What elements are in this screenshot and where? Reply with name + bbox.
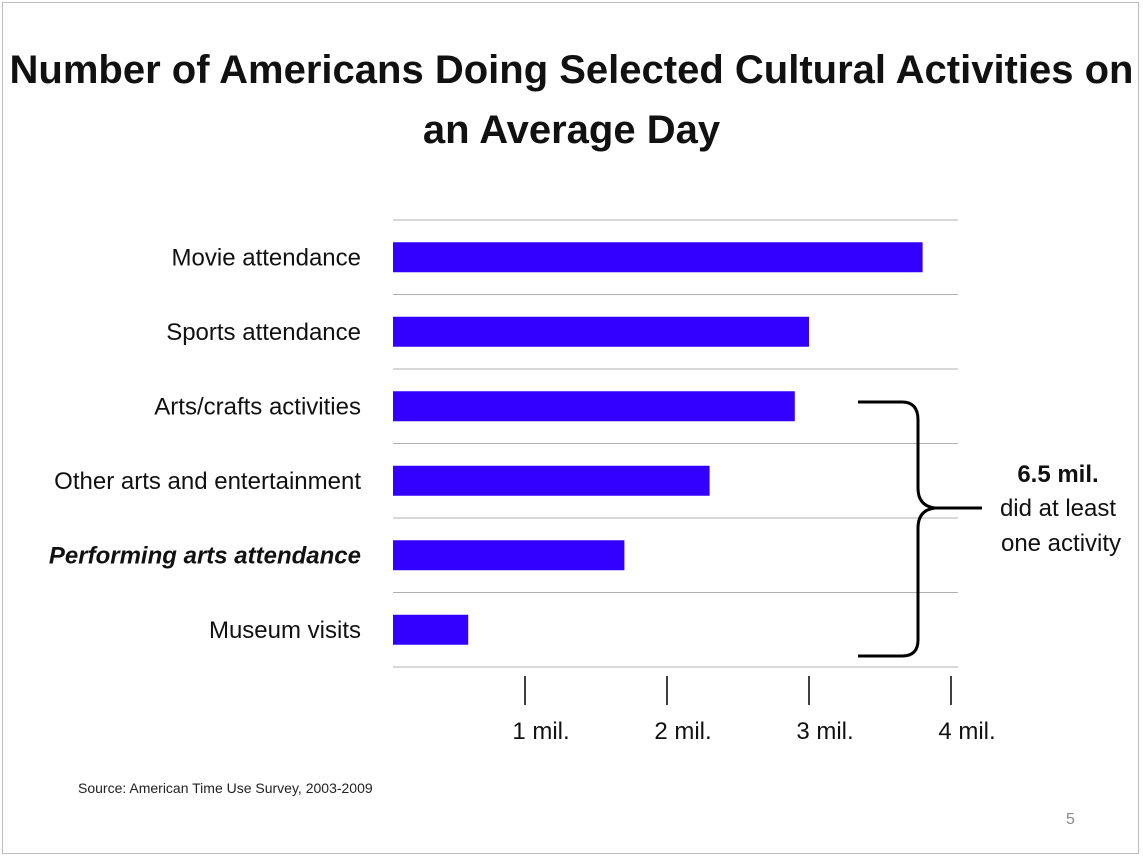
category-label: Arts/crafts activities	[154, 393, 361, 420]
curly-brace	[858, 400, 982, 658]
bar	[393, 465, 710, 496]
annotation-value: 6.5 mil.	[1017, 461, 1098, 488]
category-label: Performing arts attendance	[49, 542, 361, 569]
category-label: Movie attendance	[172, 244, 361, 271]
tick-label: 3 mil.	[796, 718, 853, 745]
tick-label: 2 mil.	[654, 718, 711, 745]
bar	[393, 540, 625, 571]
x-axis-ticks: 1 mil. 2 mil. 3 mil. 4 mil.	[512, 676, 996, 745]
bar	[393, 614, 469, 645]
category-label: Other arts and entertainment	[54, 468, 361, 495]
category-labels: Movie attendance Sports attendance Arts/cr…	[49, 244, 361, 644]
gridlines	[393, 219, 958, 668]
bar	[393, 391, 795, 422]
bars	[393, 242, 923, 645]
source-note: Source: American Time Use Survey, 2003-2…	[78, 780, 373, 796]
annotation-line2: one activity	[1001, 530, 1121, 557]
tick-label: 1 mil.	[512, 718, 569, 745]
bar	[393, 242, 923, 273]
annotation-line1: did at least	[1000, 495, 1116, 522]
page-number: 5	[1066, 811, 1075, 828]
category-label: Sports attendance	[166, 319, 361, 346]
category-label: Museum visits	[209, 617, 361, 644]
tick-label: 4 mil.	[938, 718, 995, 745]
bar	[393, 316, 809, 347]
annotation-group: 6.5 mil. did at least one activity	[858, 400, 1121, 658]
chart-title: Number of Americans Doing Selected Cultu…	[9, 48, 1134, 152]
